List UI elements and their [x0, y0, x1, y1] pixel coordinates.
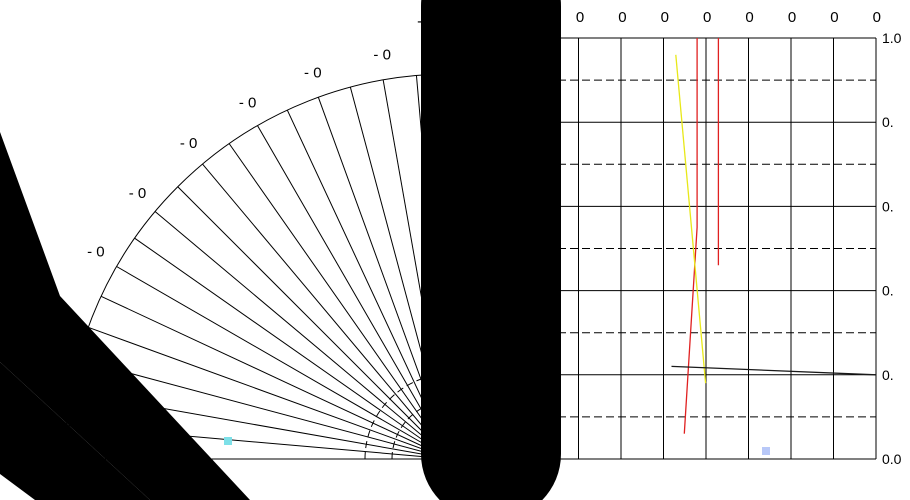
polar-spoke — [177, 186, 451, 460]
y-tick-label: 0. — [882, 198, 894, 214]
series-line — [683, 38, 698, 434]
y-tick-label: 0. — [882, 114, 894, 130]
redaction-bar-vertical — [421, 0, 561, 500]
polar-angle-tick-label: - 0 — [373, 47, 391, 64]
polar-angle-tick-label: - 0 — [180, 135, 198, 152]
x-tick-label: 0 — [576, 9, 584, 26]
x-tick-label: 0 — [788, 9, 796, 26]
polar-spoke — [228, 143, 451, 460]
polar-spoke — [77, 358, 451, 460]
series-line — [675, 54, 707, 384]
y-tick-label: 0. — [882, 283, 894, 299]
polar-spoke — [88, 326, 451, 460]
series-line — [671, 365, 877, 376]
x-tick-label: 0 — [873, 9, 881, 26]
polar-angle-tick-label: - 0 — [87, 243, 105, 260]
x-tick-label: 0 — [618, 9, 626, 26]
legend-swatch — [762, 447, 770, 455]
polar-spoke — [134, 237, 451, 460]
redaction-overlays — [0, 0, 561, 500]
y-tick-label: 0. — [882, 367, 894, 383]
x-tick-label: 0 — [745, 9, 753, 26]
y-tick-label: 0.0 — [882, 451, 902, 467]
polar-spoke — [154, 211, 451, 460]
polar-angle-tick-label: - 0 — [129, 185, 147, 202]
polar-spoke — [202, 163, 451, 460]
y-tick-label: 1.0 — [882, 30, 902, 46]
polar-spoke — [257, 125, 451, 460]
x-tick-label: 0 — [661, 9, 669, 26]
legend-swatch — [224, 437, 232, 445]
polar-spoke — [100, 295, 451, 460]
polar-angle-tick-label: - 0 — [304, 65, 322, 82]
polar-spoke — [116, 266, 451, 460]
x-tick-label: 0 — [830, 9, 838, 26]
x-tick-label: 0 — [703, 9, 711, 26]
redaction-bar-diagonal-head — [0, 132, 250, 500]
polar-angle-tick-label: - 0 — [239, 94, 257, 111]
